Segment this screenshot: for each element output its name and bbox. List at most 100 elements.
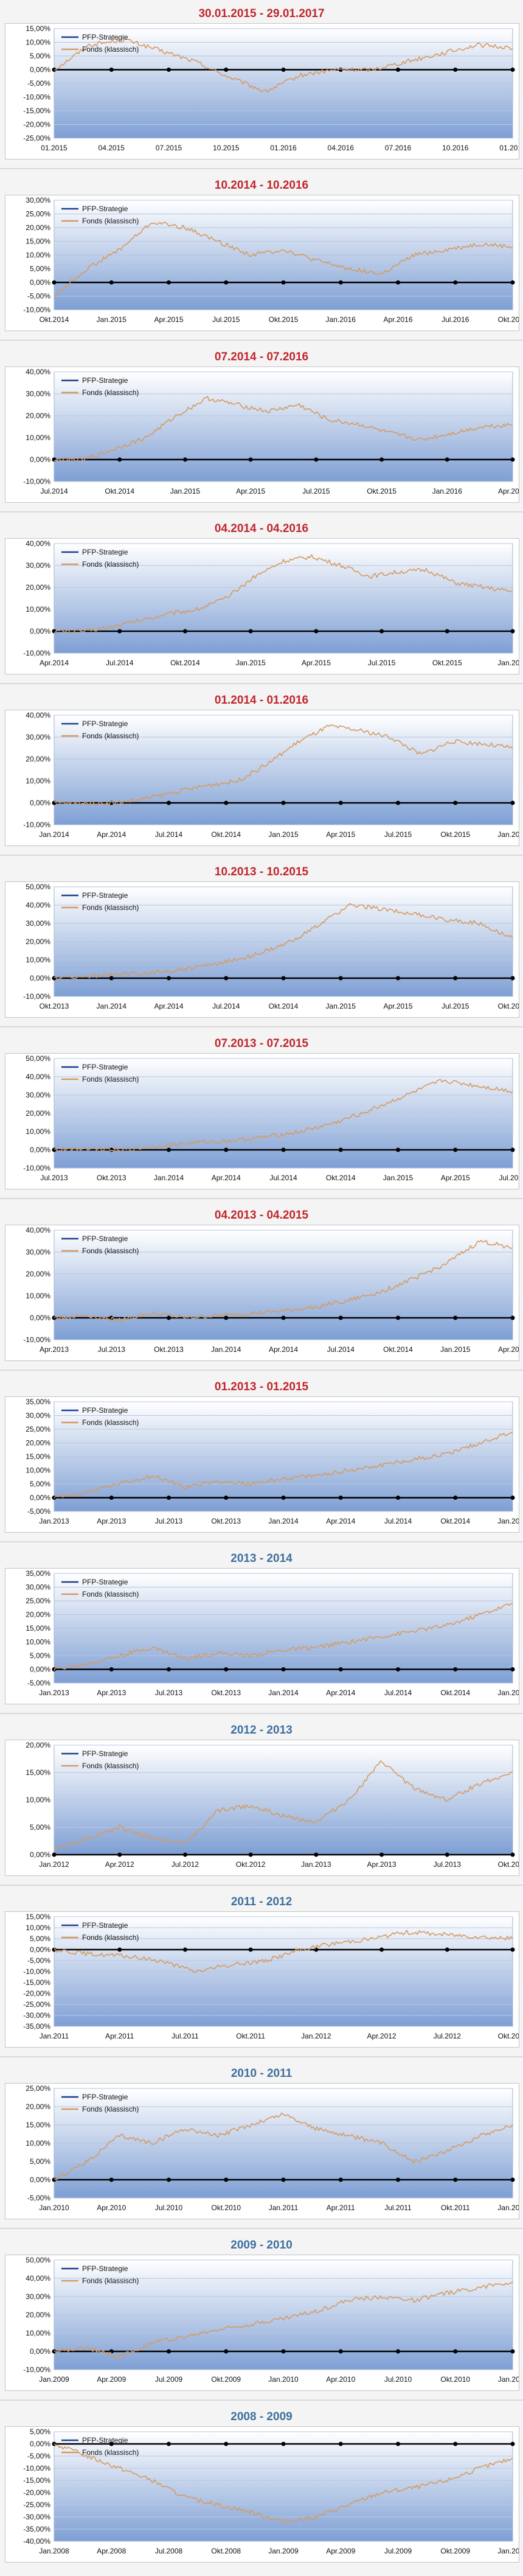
data-point-pfp-strategie	[167, 1147, 171, 1152]
x-tick-label: Apr.2015	[236, 487, 265, 495]
line-chart: 50,00% 40,00% 30,00% 20,00% 10,00% 0,00% -10,0…	[23, 883, 519, 1010]
y-tick-label: 0,00%	[30, 1945, 50, 1954]
y-tick-label: 10,00%	[26, 1638, 50, 1647]
x-tick-label: Okt.2015	[367, 487, 397, 495]
legend: PFP-Strategie Fonds (klassisch)	[61, 548, 139, 569]
x-tick-label: Jan.2012	[39, 1860, 69, 1869]
x-tick-label: Jul.2008	[155, 2547, 183, 2555]
y-tick-label: 5,00%	[30, 2157, 50, 2166]
line-chart: 5,00% 0,00% -5,00% -10,00% -15,00% -20,00% -25…	[23, 2427, 519, 2555]
x-tick-label: Okt.2013	[154, 1345, 184, 1354]
x-tick-label: 10.2015	[213, 144, 240, 152]
x-tick-label: Apr.2015	[154, 315, 183, 324]
y-tick-label: 20,00%	[26, 755, 50, 763]
y-tick-label: 0,00%	[30, 799, 50, 807]
chart-frame: 30,00% 25,00% 20,00% 15,00% 10,00% 5,00% 0,00%…	[5, 195, 519, 331]
y-tick-label: -10,00%	[23, 1164, 50, 1172]
x-tick-label: Apr.2015	[302, 659, 331, 667]
data-point-pfp-strategie	[510, 457, 515, 462]
x-tick-label: Jan.2014	[268, 1517, 299, 1525]
x-tick-label: Jul.2014	[269, 1174, 297, 1182]
y-tick-label: 25,00%	[26, 1597, 50, 1605]
y-tick-label: 5,00%	[30, 2427, 50, 2436]
y-tick-label: -10,00%	[23, 2464, 50, 2473]
legend-label: PFP-Strategie	[82, 719, 128, 728]
chart-panel: 2011 - 2012 15,00% 10,00% 5,00% 0,00% -5,00% -…	[0, 1888, 523, 2048]
data-point-pfp-strategie	[248, 629, 253, 634]
series-line-fonds-klassisch	[54, 724, 513, 806]
data-point-pfp-strategie	[453, 976, 458, 981]
y-tick-label: 40,00%	[26, 901, 50, 909]
data-point-pfp-strategie	[167, 1667, 171, 1671]
x-tick-label: Jan.2016	[326, 315, 356, 324]
legend-label: Fonds (klassisch)	[82, 903, 139, 912]
chart-panel: 2009 - 2010 50,00% 40,00% 30,00% 20,00% 10,00…	[0, 2231, 523, 2391]
x-tick-label: Jul.2013	[98, 1345, 126, 1354]
data-point-pfp-strategie	[338, 280, 343, 285]
data-point-pfp-strategie	[117, 1852, 122, 1857]
data-point-pfp-strategie	[224, 976, 229, 981]
data-point-pfp-strategie	[281, 1667, 286, 1671]
x-tick-label: 01.2015	[41, 144, 68, 152]
y-tick-label: -5,00%	[27, 2194, 50, 2202]
data-point-pfp-strategie	[338, 2349, 343, 2354]
x-tick-label: Okt.2014	[326, 1174, 356, 1182]
x-tick-label: Okt.2015	[432, 659, 462, 667]
chart-panel: 01.2013 - 01.2015 35,00% 30,00% 25,00% 20,00…	[0, 1373, 523, 1533]
y-tick-label: 20,00%	[26, 2311, 50, 2319]
x-tick-label: Jul.2014	[106, 659, 134, 667]
data-point-pfp-strategie	[445, 1947, 449, 1952]
data-point-pfp-strategie	[314, 629, 319, 634]
chart-frame: 25,00% 20,00% 15,00% 10,00% 5,00% 0,00% -5,00%…	[5, 2083, 519, 2219]
y-tick-label: 30,00%	[26, 1091, 50, 1099]
x-tick-label: Okt.2014	[211, 830, 241, 839]
x-tick-label: Jul.2009	[155, 2375, 183, 2384]
chart-frame: 35,00% 30,00% 25,00% 20,00% 15,00% 10,00% 5,00…	[5, 1396, 519, 1533]
series-line-fonds-klassisch	[54, 1079, 513, 1152]
x-tick-label: Jul.2014	[40, 487, 68, 495]
data-point-pfp-strategie	[281, 1315, 286, 1320]
x-tick-label: Apr.2015	[383, 1002, 412, 1010]
x-tick-label: Jan.2015	[170, 487, 201, 495]
chart-panel: 2012 - 2013 20,00% 15,00% 10,00% 5,00% 0,00% J…	[0, 1717, 523, 1876]
legend-label: PFP-Strategie	[82, 891, 128, 900]
x-tick-label: Jan.2010	[268, 2375, 299, 2384]
x-tick-label: Okt.2013	[211, 1517, 241, 1525]
panel-divider	[0, 683, 523, 684]
legend-label: Fonds (klassisch)	[82, 1418, 139, 1427]
x-tick-label: Okt.2014	[269, 1002, 299, 1010]
plot-area	[54, 543, 513, 654]
chart-title: 30.01.2015 - 29.01.2017	[198, 7, 325, 20]
x-tick-label: Apr.2015	[326, 830, 355, 839]
panel-divider	[0, 1885, 523, 1886]
data-point-pfp-strategie	[167, 1315, 171, 1320]
y-tick-label: 20,00%	[26, 583, 50, 592]
line-chart: 40,00%30,00%20,00%10,00%0,00%-10,00%Jul.…	[23, 368, 519, 495]
legend-label: Fonds (klassisch)	[82, 1075, 139, 1083]
data-point-pfp-strategie	[248, 1852, 253, 1857]
y-tick-label: 10,00%	[26, 1466, 50, 1475]
x-tick-label: Jan.2012	[301, 2032, 331, 2040]
x-tick-label: Apr.2009	[326, 2547, 355, 2555]
y-tick-label: -15,00%	[23, 1978, 50, 1987]
y-tick-label: 15,00%	[26, 1624, 50, 1633]
x-tick-label: Apr.2013	[40, 1345, 69, 1354]
y-tick-label: 20,00%	[26, 411, 50, 420]
data-point-pfp-strategie	[224, 2349, 229, 2354]
chart-title: 2013 - 2014	[230, 1552, 293, 1565]
data-point-pfp-strategie	[338, 976, 343, 981]
series-line-fonds-klassisch	[54, 1930, 513, 1973]
y-tick-label: 40,00%	[26, 1226, 50, 1234]
x-tick-label: Okt.2014	[440, 1689, 470, 1697]
data-point-pfp-strategie	[396, 1147, 400, 1152]
chart-title: 10.2014 - 10.2016	[214, 179, 309, 192]
legend-label: Fonds (klassisch)	[82, 1762, 139, 1770]
x-tick-label: Apr.2011	[105, 2032, 134, 2040]
data-point-pfp-strategie	[510, 68, 515, 72]
y-tick-label: 10,00%	[26, 2329, 50, 2337]
legend: PFP-Strategie Fonds (klassisch)	[61, 719, 139, 740]
chart-title: 01.2014 - 01.2016	[214, 694, 309, 707]
y-tick-label: 10,00%	[26, 1796, 50, 1804]
data-point-pfp-strategie	[396, 1315, 400, 1320]
plot-area	[54, 371, 513, 482]
